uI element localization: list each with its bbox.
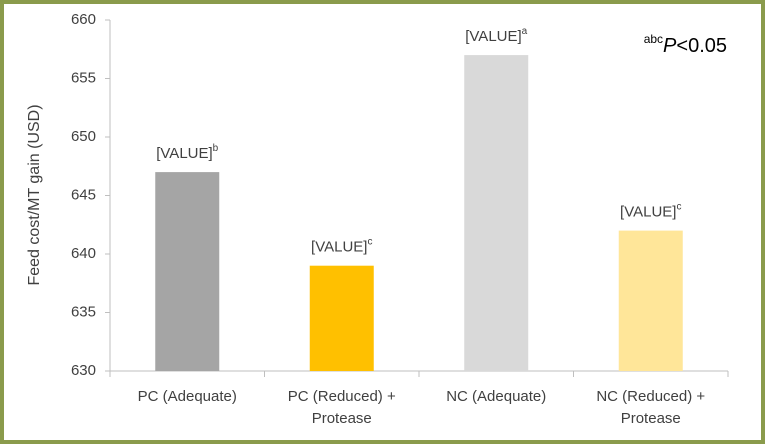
bar-label: [VALUE]b (156, 143, 218, 162)
bar-label-superscript: b (213, 143, 219, 154)
bar-label-text: [VALUE] (620, 204, 676, 221)
bar (618, 230, 683, 371)
y-tick-label: 650 (71, 128, 96, 145)
annotation-text: <0.05 (676, 35, 727, 57)
bar-label-text: [VALUE] (156, 145, 212, 162)
y-tick-label: 660 (71, 11, 96, 28)
y-axis-label: Feed cost/MT gain (USD) (26, 104, 43, 285)
x-tick-label: NC (Adequate) (446, 388, 546, 405)
bar-label: [VALUE]c (311, 237, 372, 256)
x-tick-label: NC (Reduced) + (596, 388, 705, 405)
y-tick-label: 630 (71, 362, 96, 379)
annotation-superscript: abc (644, 32, 663, 46)
bar-label: [VALUE]c (620, 202, 681, 221)
y-tick-label: 640 (71, 245, 96, 262)
x-tick-label: Protease (312, 410, 372, 427)
x-tick-label: PC (Reduced) + (288, 388, 396, 405)
bar-label-superscript: c (367, 237, 372, 248)
x-tick-label: PC (Adequate) (138, 388, 237, 405)
y-tick-label: 635 (71, 303, 96, 320)
bar-label-text: [VALUE] (465, 28, 521, 45)
bar (464, 55, 529, 371)
y-tick-label: 655 (71, 69, 96, 86)
annotation-italic: P (663, 35, 677, 57)
bar-label-superscript: c (676, 202, 681, 213)
bar (155, 172, 220, 371)
bar-label: [VALUE]a (465, 26, 527, 45)
bar-label-text: [VALUE] (311, 239, 367, 256)
bar (309, 265, 374, 371)
bar-label-superscript: a (522, 26, 528, 37)
x-tick-label: Protease (621, 410, 681, 427)
y-tick-label: 645 (71, 186, 96, 203)
annotation: abcP<0.05 (644, 32, 727, 57)
